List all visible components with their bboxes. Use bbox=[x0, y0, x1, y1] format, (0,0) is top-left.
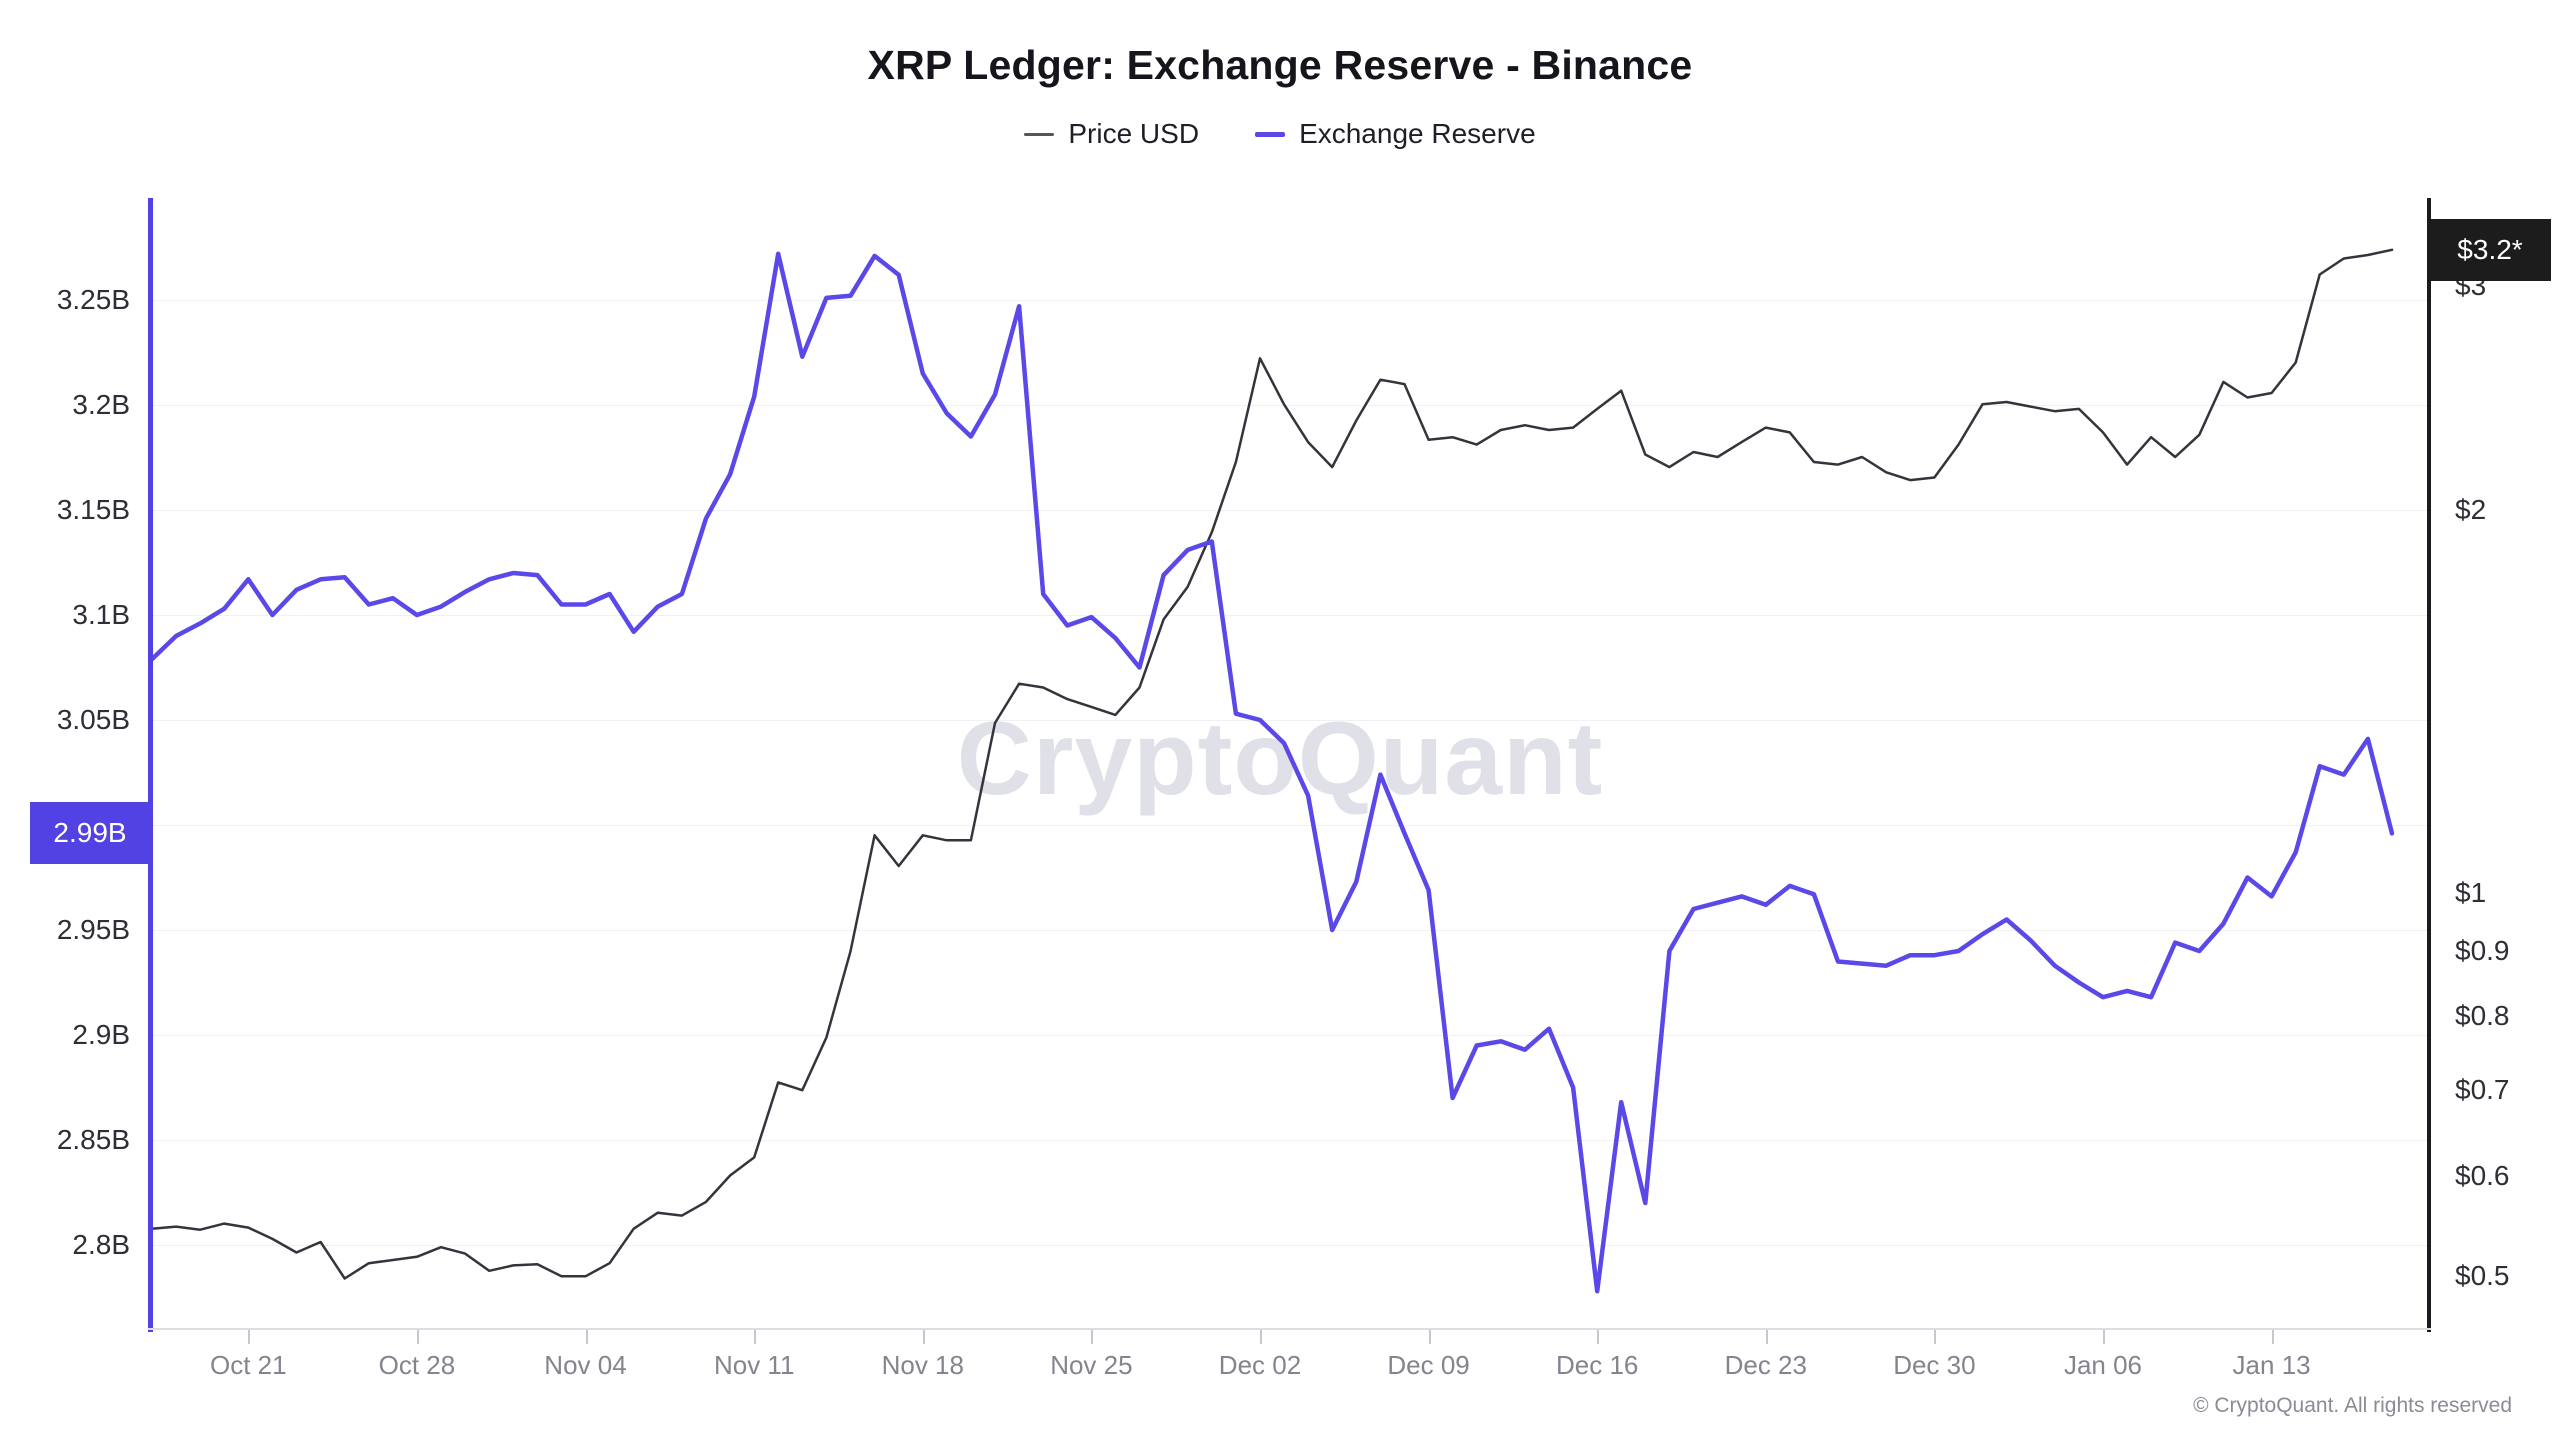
x-axis-tick bbox=[1597, 1330, 1600, 1344]
x-axis-tick bbox=[754, 1330, 757, 1344]
x-axis-label: Nov 25 bbox=[1050, 1350, 1133, 1380]
legend-swatch-icon bbox=[1255, 131, 1286, 137]
x-axis-tick bbox=[2103, 1330, 2105, 1344]
exchange-reserve-line bbox=[149, 251, 2395, 1294]
gridline bbox=[153, 720, 2427, 721]
gridline bbox=[153, 510, 2427, 511]
left-axis-line bbox=[148, 198, 153, 1332]
x-axis-label: Dec 23 bbox=[1724, 1350, 1807, 1380]
x-axis-tick bbox=[1091, 1330, 1094, 1344]
right-axis-label: $0.7 bbox=[2455, 1074, 2510, 1106]
chart-legend: Price USD Exchange Reserve bbox=[0, 118, 2560, 150]
right-axis-line bbox=[2427, 198, 2431, 1332]
reserve-current-value-badge: 2.99B bbox=[30, 802, 150, 865]
left-axis-label: 3.15B bbox=[56, 494, 130, 525]
left-axis-label: 3.2B bbox=[72, 389, 130, 420]
legend-item-price-usd[interactable]: Price USD bbox=[1024, 118, 1199, 150]
x-axis-tick bbox=[585, 1330, 588, 1344]
gridline bbox=[153, 1035, 2427, 1036]
page-title: XRP Ledger: Exchange Reserve - Binance bbox=[867, 42, 1693, 88]
left-axis-label: 2.8B bbox=[72, 1229, 130, 1260]
x-axis-line bbox=[148, 1328, 2431, 1330]
gridline bbox=[153, 825, 2427, 826]
x-axis-label: Dec 02 bbox=[1218, 1350, 1302, 1380]
legend-label: Exchange Reserve bbox=[1299, 118, 1536, 149]
x-axis-label: Nov 18 bbox=[881, 1350, 964, 1380]
x-axis-tick bbox=[2271, 1330, 2274, 1344]
left-axis-label: 2.9B bbox=[72, 1019, 130, 1050]
right-axis-label: $0.6 bbox=[2455, 1159, 2510, 1191]
x-axis-tick bbox=[1428, 1330, 1431, 1344]
x-axis-label: Jan 13 bbox=[2232, 1350, 2311, 1380]
x-axis-tick bbox=[1934, 1330, 1937, 1344]
x-axis-label: Nov 11 bbox=[713, 1350, 795, 1380]
x-axis-label: Dec 09 bbox=[1387, 1350, 1470, 1380]
price-current-value-badge: $3.2* bbox=[2429, 218, 2551, 281]
left-axis-label: 3.1B bbox=[72, 599, 130, 630]
gridline bbox=[153, 1140, 2427, 1141]
legend-label: Price USD bbox=[1068, 118, 1200, 149]
right-axis-label: $2 bbox=[2455, 493, 2487, 525]
right-axis-label: $1 bbox=[2455, 877, 2487, 908]
left-axis-label: 3.05B bbox=[56, 704, 130, 735]
legend-item-exchange-reserve[interactable]: Exchange Reserve bbox=[1255, 118, 1536, 150]
right-axis-label: $0.8 bbox=[2455, 1000, 2510, 1032]
gridline bbox=[153, 615, 2427, 616]
price-usd-line bbox=[150, 248, 2394, 1280]
left-axis-label: 2.95B bbox=[56, 914, 130, 945]
x-axis-label: Dec 16 bbox=[1555, 1350, 1639, 1380]
x-axis-label: Nov 04 bbox=[544, 1350, 627, 1380]
right-axis-label: $0.5 bbox=[2455, 1260, 2510, 1292]
x-axis-tick bbox=[922, 1330, 925, 1344]
gridline bbox=[153, 1245, 2427, 1246]
gridline bbox=[153, 300, 2427, 301]
x-axis-label: Oct 21 bbox=[210, 1350, 287, 1380]
x-axis-label: Oct 28 bbox=[378, 1350, 456, 1380]
x-axis-tick bbox=[1765, 1330, 1768, 1344]
left-axis-label: 3.25B bbox=[56, 284, 130, 315]
x-axis-tick bbox=[416, 1330, 419, 1344]
x-axis-label: Jan 06 bbox=[2063, 1350, 2143, 1380]
x-axis-label: Dec 30 bbox=[1893, 1350, 1976, 1380]
copyright-notice: © CryptoQuant. All rights reserved bbox=[2193, 1394, 2512, 1417]
left-axis-label: 2.85B bbox=[56, 1124, 130, 1155]
gridline bbox=[153, 930, 2427, 931]
x-axis-tick bbox=[248, 1330, 251, 1344]
legend-swatch-icon bbox=[1024, 132, 1055, 136]
right-axis-label: $0.9 bbox=[2455, 935, 2510, 967]
x-axis-tick bbox=[1260, 1330, 1262, 1344]
gridline bbox=[153, 405, 2427, 406]
